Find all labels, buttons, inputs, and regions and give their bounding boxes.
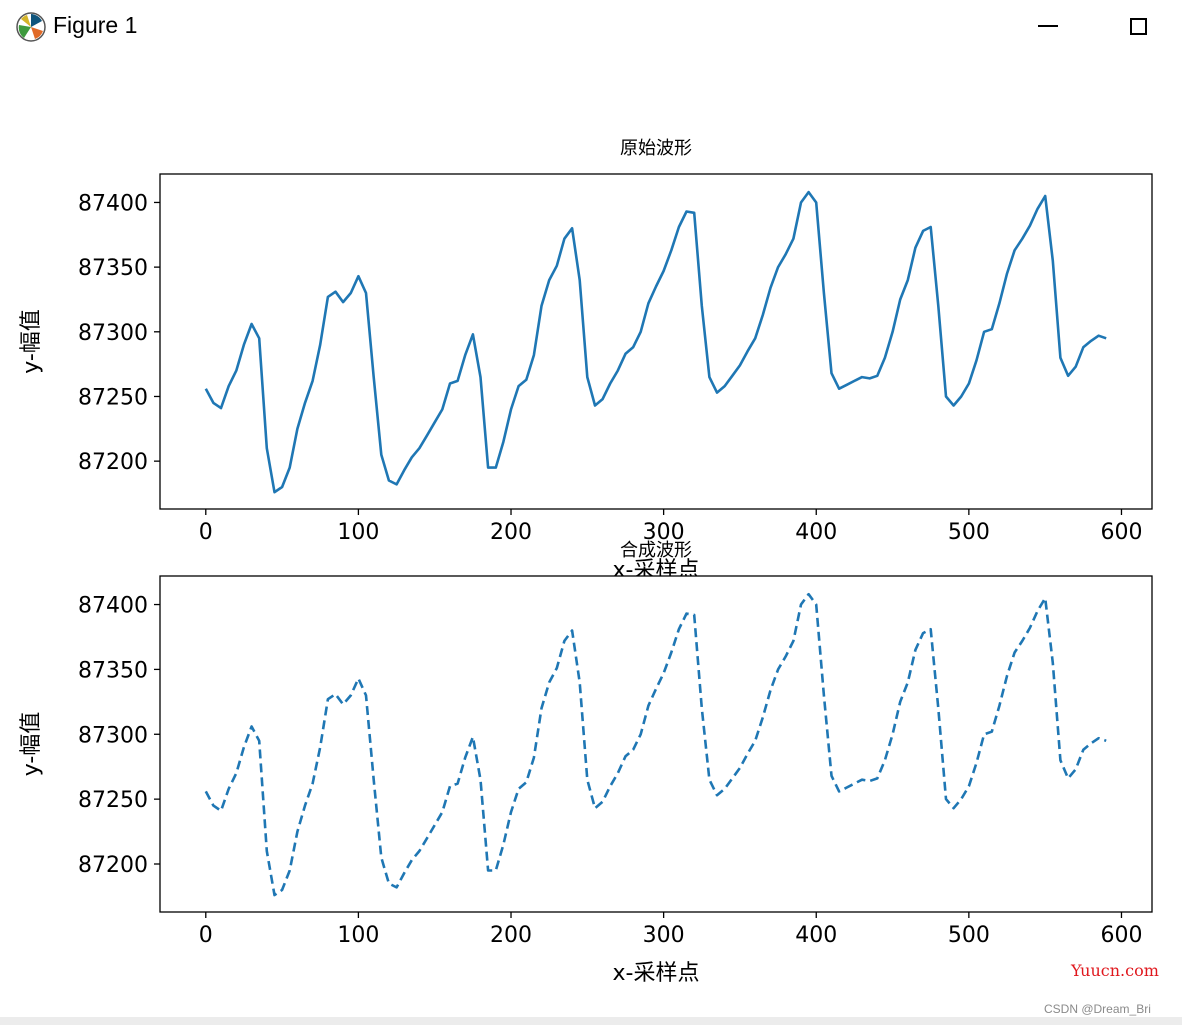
x-tick-label: 500 <box>948 923 990 948</box>
x-tick-label: 300 <box>643 520 685 545</box>
x-tick-label: 0 <box>199 923 213 948</box>
y-tick-label: 87400 <box>78 191 148 216</box>
watermark-csdn: CSDN @Dream_Bri <box>1044 1002 1151 1016</box>
chart-title: 合成波形 <box>620 540 692 561</box>
figure-canvas: 原始波形 0 100 200 300 400 500 600 87200 87250 87300 87… <box>19 138 1153 986</box>
x-tick-label: 600 <box>1100 520 1142 545</box>
window-titlebar: Figure 1 <box>0 0 1182 52</box>
minimize-icon <box>1038 25 1058 27</box>
x-tick-label: 200 <box>490 520 532 545</box>
y-tick-label: 87200 <box>78 853 148 878</box>
plot-frame <box>159 173 1153 510</box>
x-tick-label: 200 <box>490 923 532 948</box>
x-tick-label: 300 <box>643 923 685 948</box>
y-axis-label: y-幅值 <box>19 309 44 374</box>
x-tick-label: 100 <box>337 520 379 545</box>
y-tick-label: 87200 <box>78 450 148 475</box>
maximize-icon <box>1129 17 1147 35</box>
x-tick-label: 0 <box>199 520 213 545</box>
x-tick-label: 400 <box>795 923 837 948</box>
y-tick-label: 87250 <box>78 788 148 813</box>
matplotlib-icon <box>16 12 46 42</box>
plot-frame <box>159 575 1153 913</box>
x-tick-label: 100 <box>337 923 379 948</box>
minimize-button[interactable] <box>1026 6 1070 46</box>
y-tick-label: 87350 <box>78 256 148 281</box>
chart-panel-synthesized: 合成波形 0 100 200 300 400 500 600 87200 87250 87300 87… <box>19 540 1153 986</box>
y-tick-label: 87350 <box>78 658 148 683</box>
chart-title: 原始波形 <box>620 138 692 159</box>
y-tick-label: 87300 <box>78 321 148 346</box>
y-tick-label: 87300 <box>78 723 148 748</box>
chart-panel-original: 原始波形 0 100 200 300 400 500 600 87200 87250 87300 87… <box>19 138 1153 583</box>
y-tick-label: 87250 <box>78 385 148 410</box>
x-tick-label: 500 <box>948 520 990 545</box>
x-tick-label: 400 <box>795 520 837 545</box>
series-line <box>204 592 1107 897</box>
bottom-strip <box>0 1017 1182 1025</box>
series-line <box>204 190 1107 494</box>
maximize-button[interactable] <box>1116 6 1160 46</box>
watermark-site: Yuucn.com <box>1071 961 1159 980</box>
x-tick-label: 600 <box>1100 923 1142 948</box>
x-axis-label: x-采样点 <box>613 961 700 986</box>
y-axis-label: y-幅值 <box>19 712 44 777</box>
y-tick-label: 87400 <box>78 594 148 619</box>
window-title: Figure 1 <box>53 12 138 38</box>
